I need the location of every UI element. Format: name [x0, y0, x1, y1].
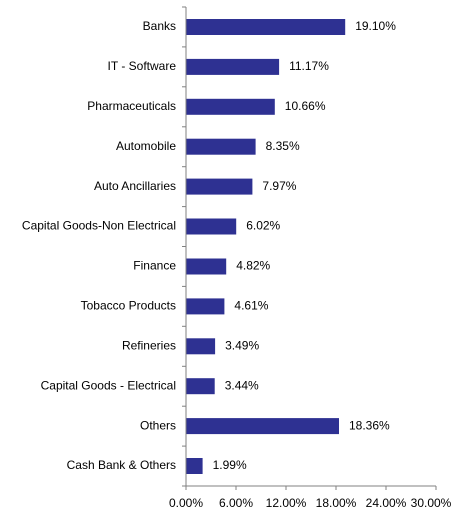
value-label-10: 18.36%	[349, 418, 390, 432]
category-label-5: Capital Goods-Non Electrical	[22, 219, 176, 233]
value-label-1: 11.17%	[289, 59, 329, 73]
bar-8	[186, 338, 216, 355]
category-label-7: Tobacco Products	[81, 299, 176, 313]
value-label-2: 10.66%	[285, 99, 326, 113]
bar-7	[186, 298, 225, 315]
bar-5	[186, 218, 237, 235]
bar-10	[186, 418, 339, 435]
bar-4	[186, 178, 253, 195]
value-label-5: 6.02%	[246, 219, 280, 233]
value-label-6: 4.82%	[236, 259, 270, 273]
category-label-11: Cash Bank & Others	[67, 458, 176, 472]
category-label-6: Finance	[133, 259, 176, 273]
x-tick-label-1: 6.00%	[219, 496, 253, 510]
bar-1	[186, 58, 280, 75]
category-label-4: Auto Ancillaries	[94, 179, 176, 193]
bar-9	[186, 378, 215, 395]
category-label-1: IT - Software	[108, 59, 177, 73]
x-tick-label-0: 0.00%	[169, 496, 203, 510]
category-label-2: Pharmaceuticals	[87, 99, 176, 113]
value-label-9: 3.44%	[225, 378, 259, 392]
category-label-3: Automobile	[116, 139, 176, 153]
value-label-4: 7.97%	[262, 179, 296, 193]
x-tick-label-4: 24.00%	[366, 496, 407, 510]
bar-11	[186, 458, 203, 474]
value-label-8: 3.49%	[225, 338, 259, 352]
value-label-3: 8.35%	[266, 139, 300, 153]
value-label-11: 1.99%	[213, 458, 247, 472]
value-label-0: 19.10%	[355, 19, 396, 33]
value-label-7: 4.61%	[234, 299, 268, 313]
bar-0	[186, 19, 346, 35]
category-label-8: Refineries	[122, 338, 176, 352]
category-label-0: Banks	[143, 19, 176, 33]
axis-layer: 0.00% 6.00% 12.00% 18.00% 24.00% 30.00%	[169, 6, 452, 510]
bar-6	[186, 258, 227, 275]
x-tick-label-2: 12.00%	[266, 496, 307, 510]
bar-3	[186, 138, 256, 155]
category-label-10: Others	[140, 418, 176, 432]
bar-2	[186, 98, 275, 115]
x-tick-label-5: 30.00%	[411, 496, 452, 510]
category-label-9: Capital Goods - Electrical	[41, 378, 176, 392]
x-tick-label-3: 18.00%	[316, 496, 357, 510]
bars-layer	[186, 19, 346, 474]
labels-layer: Banks 19.10% IT - Software 11.17% Pharmaceut…	[22, 19, 396, 472]
